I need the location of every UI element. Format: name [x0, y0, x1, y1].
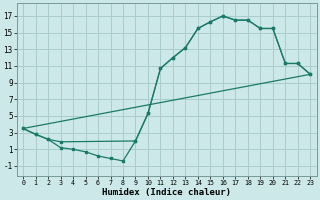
X-axis label: Humidex (Indice chaleur): Humidex (Indice chaleur) — [102, 188, 231, 197]
